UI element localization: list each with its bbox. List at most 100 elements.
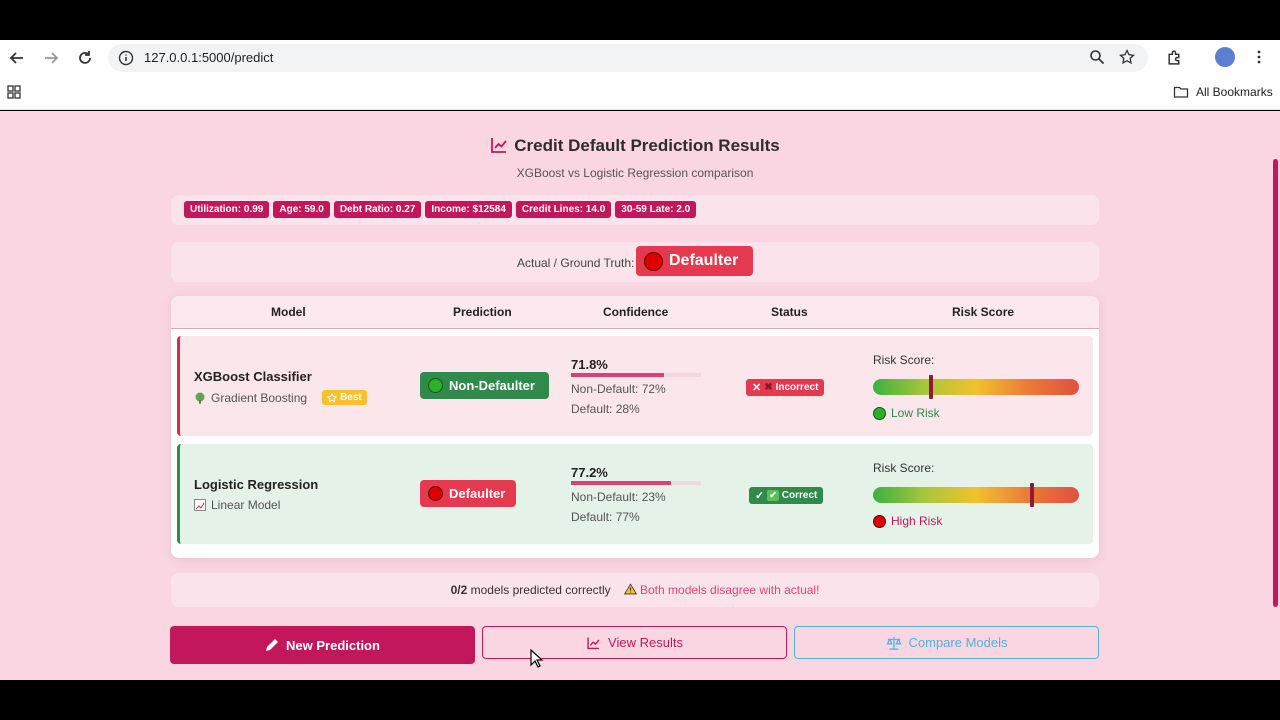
column-header-risk-score: Risk Score	[952, 305, 1015, 319]
model-type-label: Gradient Boosting	[211, 390, 308, 405]
compare-models-button[interactable]: Compare Models	[794, 626, 1099, 659]
cross-mark-icon: ✖	[764, 382, 773, 393]
model-name: Logistic Regression	[194, 477, 319, 492]
new-prediction-label: New Prediction	[286, 637, 380, 653]
screen-bottom-bar	[0, 680, 1280, 720]
folder-icon[interactable]	[1173, 84, 1191, 102]
menu-kebab-icon[interactable]	[1251, 49, 1269, 67]
feature-chip: Credit Lines: 14.0	[515, 201, 612, 218]
risk-score-marker	[1029, 483, 1034, 507]
warning-message: Both models disagree with actual!	[623, 583, 820, 597]
chart-icon	[194, 499, 206, 511]
check-box-icon: ✔	[767, 490, 779, 501]
confidence-bar	[571, 373, 701, 377]
chart-line-icon	[491, 138, 507, 153]
green-circle-icon	[428, 378, 443, 393]
page-subtitle: XGBoost vs Logistic Regression compariso…	[516, 166, 754, 180]
ground-truth-label: Actual / Ground Truth:	[517, 256, 635, 270]
browser-toolbar: 127.0.0.1:5000/predict	[0, 40, 1280, 76]
zoom-icon[interactable]	[1089, 49, 1107, 67]
red-circle-icon	[428, 486, 443, 501]
status-badge: ✓ ✔ Correct	[749, 487, 824, 504]
feature-chip: 30-59 Late: 2.0	[615, 201, 697, 218]
extensions-icon[interactable]	[1166, 49, 1184, 67]
confidence-value: 71.8%	[571, 357, 608, 372]
page-title: Credit Default Prediction Results	[0, 136, 1270, 156]
feature-chip: Utilization: 0.99	[184, 201, 270, 218]
summary-text: 0/2 models predicted correctly Both mode…	[171, 583, 1099, 597]
screen-top-bar	[0, 0, 1280, 40]
model-type: Gradient Boosting Best	[194, 390, 367, 405]
profile-avatar-icon[interactable]	[1215, 47, 1235, 67]
all-bookmarks-link[interactable]: All Bookmarks	[1196, 85, 1273, 99]
non-default-probability: Non-Default: 23%	[571, 490, 666, 504]
forward-icon[interactable]	[41, 48, 61, 68]
column-header-confidence: Confidence	[603, 305, 669, 319]
tree-icon	[195, 392, 205, 404]
page-title-text: Credit Default Prediction Results	[514, 136, 780, 155]
table-row: Logistic Regression Linear Model Default…	[177, 444, 1093, 544]
warning-text: Both models disagree with actual!	[640, 583, 820, 597]
confidence-bar-fill	[571, 373, 665, 377]
risk-level: Low Risk	[873, 406, 940, 420]
chart-line-icon	[587, 637, 600, 649]
confidence-bar	[571, 481, 701, 485]
prediction-label: Defaulter	[449, 486, 506, 501]
check-icon: ✓	[755, 490, 765, 502]
risk-level-label: High Risk	[891, 514, 943, 528]
column-header-model: Model	[271, 305, 306, 319]
model-type: Linear Model	[194, 498, 280, 512]
risk-level: High Risk	[873, 514, 942, 528]
apps-grid-icon[interactable]	[6, 84, 24, 102]
risk-score-label: Risk Score:	[873, 353, 935, 367]
summary-panel: 0/2 models predicted correctly Both mode…	[171, 573, 1099, 607]
red-circle-icon	[644, 251, 663, 271]
results-table: Model Prediction Confidence Status Risk …	[171, 296, 1099, 558]
red-circle-icon	[873, 514, 886, 528]
best-badge-label: Best	[340, 392, 362, 403]
feature-chip: Age: 59.0	[273, 201, 330, 218]
risk-score-marker	[928, 375, 933, 399]
pencil-icon	[266, 639, 279, 651]
back-icon[interactable]	[7, 48, 27, 68]
confidence-bar-fill	[571, 481, 672, 485]
feature-chip: Income: $12584	[425, 201, 512, 218]
risk-score-bar	[873, 483, 1079, 507]
prediction-badge: Non-Defaulter	[420, 372, 549, 399]
ground-truth-panel: Actual / Ground Truth: Defaulter	[171, 242, 1099, 282]
cross-icon: ✕	[752, 382, 762, 394]
column-header-status: Status	[771, 305, 808, 319]
correct-count: 0/2	[450, 583, 468, 597]
table-header: Model Prediction Confidence Status Risk …	[171, 296, 1099, 329]
status-label: Incorrect	[775, 382, 819, 393]
new-prediction-button[interactable]: New Prediction	[170, 626, 475, 664]
site-info-icon[interactable]	[118, 50, 134, 66]
ground-truth-value: Defaulter	[669, 252, 739, 269]
table-row: XGBoost Classifier Gradient Boosting Bes…	[177, 336, 1093, 436]
model-type-label: Linear Model	[211, 498, 281, 512]
best-badge: Best	[322, 390, 367, 405]
page-scrollbar[interactable]	[1273, 159, 1278, 607]
risk-score-label: Risk Score:	[873, 461, 935, 475]
address-bar[interactable]: 127.0.0.1:5000/predict	[108, 44, 1148, 72]
non-default-probability: Non-Default: 72%	[571, 382, 666, 396]
bookmarks-bar: All Bookmarks	[0, 76, 1280, 110]
model-name: XGBoost Classifier	[194, 369, 312, 384]
default-probability: Default: 77%	[571, 510, 640, 524]
status-label: Correct	[781, 490, 818, 501]
reload-icon[interactable]	[75, 48, 95, 68]
compare-models-label: Compare Models	[908, 635, 1008, 650]
default-probability: Default: 28%	[571, 402, 640, 416]
ground-truth-badge: Defaulter	[636, 246, 753, 276]
view-results-button[interactable]: View Results	[482, 626, 787, 659]
mouse-cursor-icon	[530, 648, 544, 674]
bookmark-star-icon[interactable]	[1119, 48, 1137, 67]
page-content: Credit Default Prediction Results XGBoos…	[0, 111, 1280, 680]
star-icon	[327, 392, 338, 403]
prediction-badge: Defaulter	[420, 480, 516, 507]
feature-chips-panel: Utilization: 0.99 Age: 59.0 Debt Ratio: …	[171, 195, 1099, 225]
feature-chip: Debt Ratio: 0.27	[333, 201, 422, 218]
scale-balance-icon	[885, 636, 902, 650]
green-circle-icon	[873, 406, 886, 420]
feature-chips: Utilization: 0.99 Age: 59.0 Debt Ratio: …	[184, 201, 697, 218]
